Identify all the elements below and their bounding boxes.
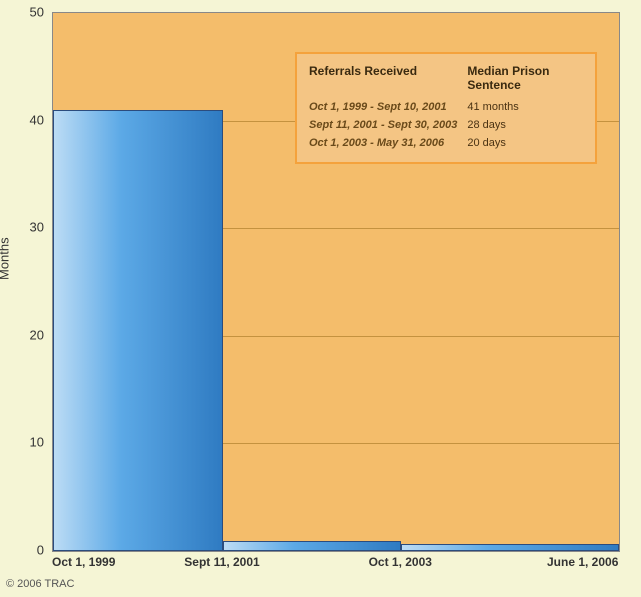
x-tick-label: Oct 1, 2003 [369,555,432,569]
y-tick-label: 10 [0,435,44,450]
x-tick-label: Oct 1, 1999 [52,555,115,569]
bar [223,541,401,551]
y-tick-label: 0 [0,543,44,558]
y-axis-title: Months [0,237,12,280]
legend-row-value: 41 months [467,98,583,116]
legend-row-range: Oct 1, 2003 - May 31, 2006 [309,134,467,152]
legend-box: Referrals Received Median Prison Sentenc… [295,52,597,164]
bar [401,544,619,551]
x-tick-label: Sept 11, 2001 [184,555,259,569]
legend-row-range: Oct 1, 1999 - Sept 10, 2001 [309,98,467,116]
bar [53,110,223,551]
copyright-text: © 2006 TRAC [6,578,74,590]
y-tick-label: 30 [0,220,44,235]
legend-header-referrals: Referrals Received [309,62,467,98]
legend-table: Referrals Received Median Prison Sentenc… [309,62,583,152]
y-tick-label: 20 [0,327,44,342]
legend-row-value: 28 days [467,116,583,134]
y-tick-label: 40 [0,112,44,127]
y-tick-label: 50 [0,5,44,20]
legend-row-range: Sept 11, 2001 - Sept 30, 2003 [309,116,467,134]
legend-row-value: 20 days [467,134,583,152]
chart-container: Months Referrals Received Median Prison … [0,0,641,597]
legend-header-sentence: Median Prison Sentence [467,62,583,98]
x-tick-label: June 1, 2006 [547,555,618,569]
